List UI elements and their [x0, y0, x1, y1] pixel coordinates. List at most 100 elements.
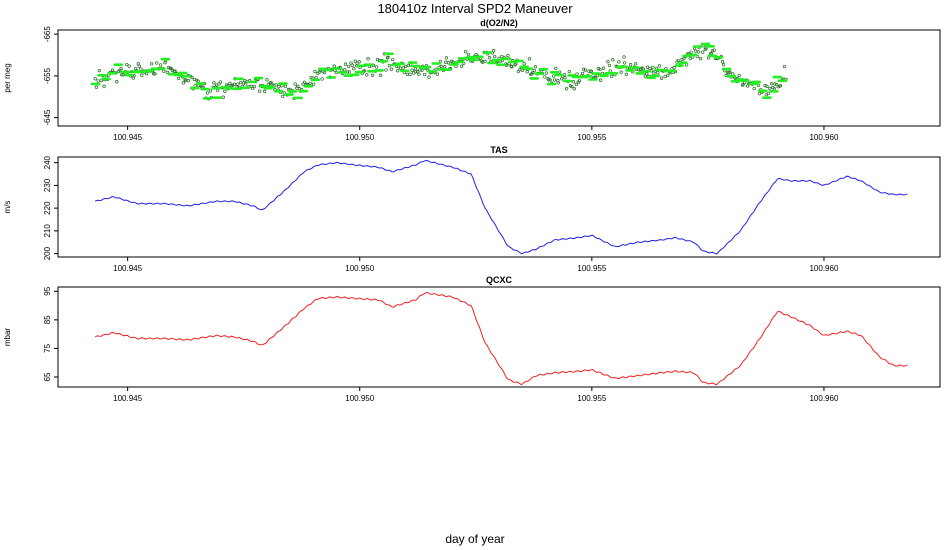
data-point — [127, 64, 131, 68]
data-point — [656, 71, 660, 75]
data-point — [552, 78, 557, 82]
data-point — [572, 87, 576, 91]
data-point — [510, 65, 514, 69]
data-point — [218, 80, 223, 84]
data-point — [651, 65, 655, 70]
data-point — [239, 80, 243, 85]
data-point — [548, 78, 552, 82]
data-point — [598, 67, 602, 72]
data-point — [121, 73, 125, 77]
data-point — [666, 73, 670, 78]
data-point — [158, 63, 163, 67]
data-point — [583, 68, 588, 72]
data-point — [408, 72, 412, 76]
data-point — [763, 83, 767, 88]
panel-title: TAS — [490, 145, 507, 155]
data-point — [622, 61, 627, 65]
data-point — [533, 65, 538, 69]
data-point — [676, 58, 680, 63]
series-line-1 — [94, 159, 908, 255]
data-point — [622, 55, 626, 59]
data-point — [731, 72, 735, 76]
data-point — [571, 80, 576, 84]
panel-title: QCXC — [486, 275, 513, 285]
data-point — [205, 91, 210, 95]
data-point — [173, 69, 177, 73]
data-point — [775, 83, 779, 87]
panel-1: d(O2/N2) per meg 100.945 100.950 100.955 100.… — [3, 18, 941, 142]
panels: d(O2/N2) per meg 100.945 100.950 100.955 100.… — [3, 18, 941, 403]
data-point — [223, 89, 227, 93]
data-point — [140, 73, 144, 77]
data-point — [721, 63, 726, 67]
data-point — [606, 60, 610, 64]
data-point — [444, 60, 448, 64]
data-point — [404, 64, 408, 69]
data-point — [607, 63, 612, 68]
data-point — [414, 70, 418, 74]
data-point — [163, 61, 167, 65]
data-point — [766, 91, 771, 96]
data-point — [277, 84, 281, 89]
data-point — [357, 60, 361, 64]
y-tick-label: -645 — [43, 109, 52, 126]
data-point — [492, 49, 496, 53]
panel-title: d(O2/N2) — [480, 18, 518, 28]
data-point — [728, 70, 732, 74]
data-point — [710, 48, 715, 53]
data-point — [332, 64, 336, 68]
data-point — [119, 67, 123, 71]
data-point — [610, 74, 614, 78]
data-point — [97, 68, 101, 73]
data-point — [427, 75, 431, 79]
data-point — [374, 65, 379, 69]
data-point — [165, 70, 170, 74]
y-tick-label: 200 — [43, 246, 52, 260]
data-point — [574, 82, 579, 87]
data-point — [648, 66, 652, 71]
data-point — [657, 64, 662, 68]
data-point — [391, 57, 395, 62]
data-point — [589, 69, 593, 73]
data-point — [401, 66, 405, 70]
data-point — [214, 83, 219, 87]
x-tick-label: 100.950 — [345, 394, 374, 403]
data-point — [413, 67, 418, 71]
data-point — [701, 50, 705, 54]
data-point — [582, 67, 586, 71]
data-point — [782, 64, 787, 69]
data-point — [347, 64, 351, 69]
data-point — [386, 55, 390, 59]
data-point — [659, 76, 664, 80]
data-point — [251, 86, 255, 91]
data-point — [243, 79, 247, 83]
data-point — [680, 57, 684, 62]
data-point — [352, 67, 356, 71]
data-point — [387, 63, 391, 68]
data-point — [737, 73, 741, 78]
data-point — [350, 63, 354, 67]
data-point — [778, 84, 783, 88]
data-point — [672, 66, 676, 70]
y-tick-label: 240 — [43, 155, 52, 169]
data-point — [645, 72, 649, 76]
data-point — [649, 69, 654, 73]
y-tick-label: 75 — [43, 343, 52, 352]
data-point — [601, 66, 606, 70]
data-point — [378, 73, 383, 77]
data-point — [698, 57, 703, 61]
data-point — [396, 69, 400, 73]
scatter-series-2 — [90, 42, 788, 100]
x-tick-label: 100.960 — [809, 394, 838, 403]
data-point — [564, 87, 569, 91]
y-tick-label: 85 — [43, 315, 52, 324]
x-tick-label: 100.955 — [577, 394, 606, 403]
data-point — [624, 72, 628, 76]
scatter-series-1 — [93, 43, 788, 101]
y-axis-label: m/s — [3, 201, 12, 214]
data-point — [580, 71, 585, 76]
data-point — [547, 78, 551, 82]
data-point — [265, 78, 269, 82]
x-tick-label: 100.945 — [113, 133, 142, 142]
